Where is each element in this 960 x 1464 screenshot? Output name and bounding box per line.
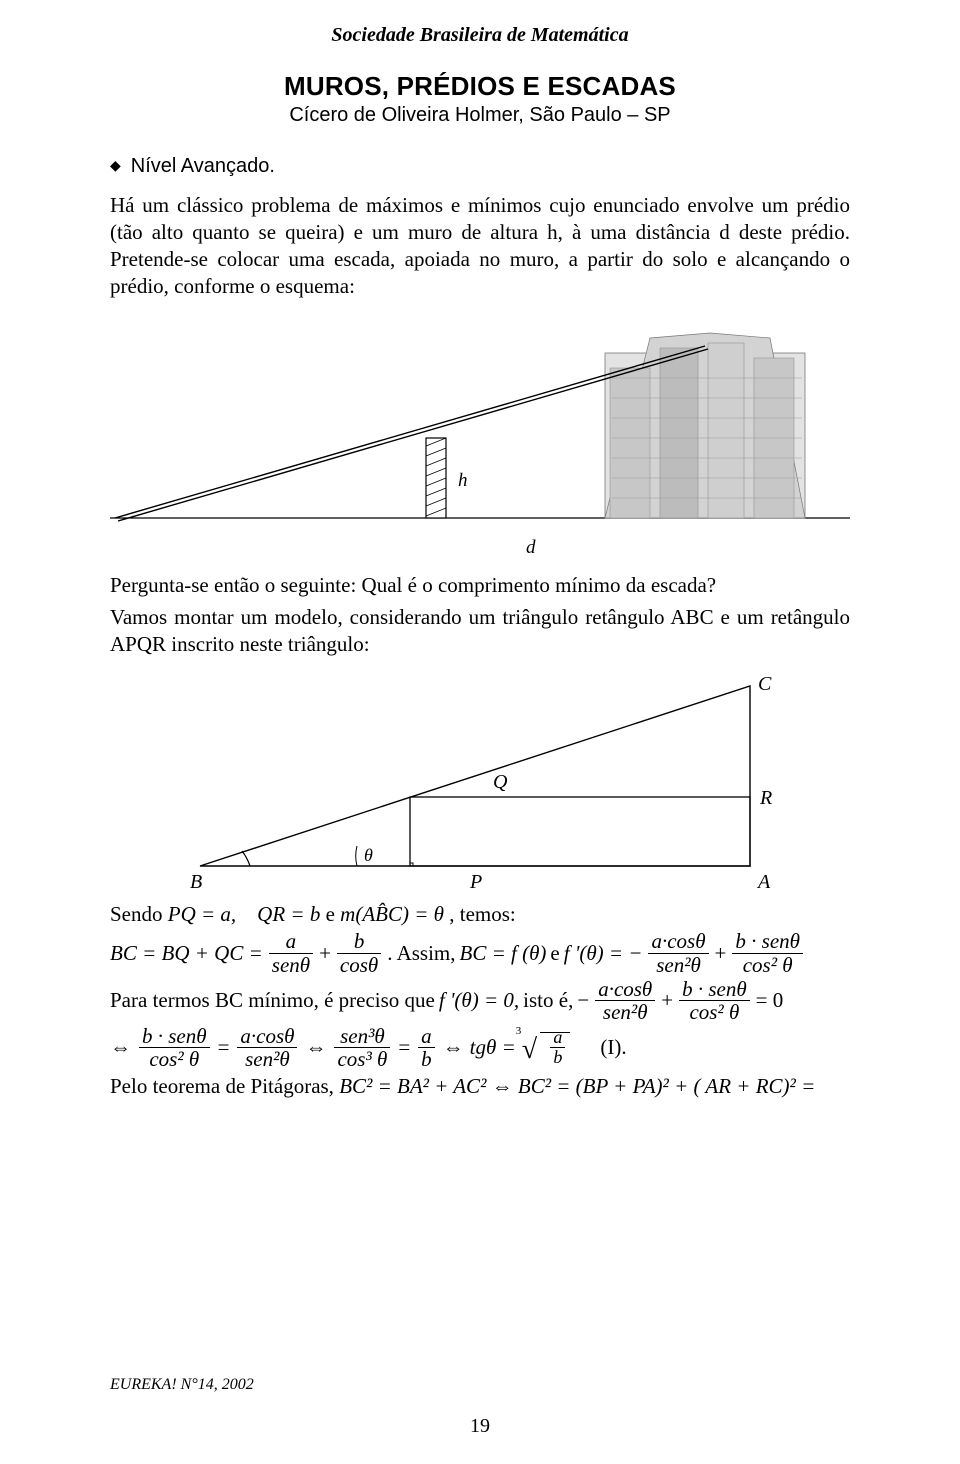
frac-acos-sen2: a·cosθ sen²θ bbox=[648, 930, 708, 975]
diagram-triangle-svg: B P A Q R C θ bbox=[110, 666, 850, 896]
eq-tg: tgθ = bbox=[470, 1033, 516, 1061]
eq-zero: = 0 bbox=[756, 986, 784, 1014]
ref-I: (I). bbox=[600, 1033, 626, 1061]
op-iff-2: ⇔ bbox=[305, 1033, 326, 1061]
footer-note: EUREKA! N°14, 2002 bbox=[110, 1376, 254, 1394]
text-pitagoras: Pelo teorema de Pitágoras, bbox=[110, 1074, 339, 1098]
level-row: ◆ Nível Avançado. bbox=[110, 155, 850, 178]
label-C: C bbox=[758, 673, 772, 695]
text-isto-e: isto é, bbox=[523, 986, 573, 1014]
society-header: Sociedade Brasileira de Matemática bbox=[110, 24, 850, 47]
diamond-icon: ◆ bbox=[110, 158, 121, 175]
frac-acos-sen2-b: a·cosθ sen²θ bbox=[595, 978, 655, 1023]
frac-acos-sen2-c: a·cosθ sen²θ bbox=[237, 1025, 297, 1070]
label-P: P bbox=[469, 871, 482, 893]
eq-bc-f: BC = f (θ) bbox=[460, 939, 547, 967]
paragraph-question: Pergunta-se então o seguinte: Qual é o c… bbox=[110, 572, 850, 599]
label-A: A bbox=[756, 871, 771, 893]
label-theta: θ bbox=[364, 845, 373, 865]
frac-a-b: a b bbox=[418, 1025, 435, 1070]
cbrt-a-over-b: 3 √ a b bbox=[522, 1028, 571, 1067]
frac-bsen-cos2: b · senθ cos² θ bbox=[732, 930, 803, 975]
eq-fprime: f '(θ) = − bbox=[564, 939, 643, 967]
eq-mabc: m(AB̂C) = θ bbox=[340, 902, 444, 926]
line-pitagoras: Pelo teorema de Pitágoras, BC² = BA² + A… bbox=[110, 1072, 850, 1100]
diagram-triangle: B P A Q R C θ bbox=[110, 666, 850, 896]
op-eq-2: = bbox=[398, 1033, 410, 1061]
eq-qr: QR = b bbox=[257, 902, 320, 926]
label-d: d bbox=[526, 537, 536, 558]
line-para-termos: Para termos BC mínimo, é preciso que f '… bbox=[110, 978, 850, 1023]
text-e2: e bbox=[550, 939, 559, 967]
frac-b-cos: b cosθ bbox=[337, 930, 381, 975]
label-B: B bbox=[190, 871, 202, 893]
eq-pq: PQ = a, bbox=[168, 902, 236, 926]
op-plus-3: + bbox=[661, 986, 673, 1014]
op-plus-1: + bbox=[319, 939, 331, 967]
op-iff-1: ⇔ bbox=[110, 1033, 131, 1061]
text-assim: . Assim, bbox=[387, 939, 455, 967]
text-temos: , temos: bbox=[449, 902, 516, 926]
frac-a-sen: a senθ bbox=[269, 930, 313, 975]
eq-fprime-zero: f '(θ) = 0, bbox=[439, 986, 519, 1014]
op-minus: − bbox=[577, 986, 589, 1014]
text-e1: e bbox=[326, 902, 341, 926]
line-iff-chain: ⇔ b · senθ cos² θ = a·cosθ sen²θ ⇔ sen³θ… bbox=[110, 1025, 850, 1070]
paragraph-model: Vamos montar um modelo, considerando um … bbox=[110, 604, 850, 658]
label-Q: Q bbox=[493, 771, 508, 793]
op-iff-3: ⇔ bbox=[443, 1033, 464, 1061]
text-para-termos: Para termos BC mínimo, é preciso que bbox=[110, 986, 435, 1014]
label-h: h bbox=[458, 470, 468, 491]
level-label: Nível Avançado. bbox=[131, 155, 275, 177]
page-number: 19 bbox=[0, 1415, 960, 1438]
eq-bc-left: BC = BQ + QC = bbox=[110, 939, 263, 967]
label-R: R bbox=[759, 787, 772, 809]
diagram-ladder-svg: h d bbox=[110, 308, 850, 568]
text-sendo: Sendo bbox=[110, 902, 168, 926]
frac-bsen-cos2-b: b · senθ cos² θ bbox=[679, 978, 750, 1023]
line-sendo: Sendo PQ = a, QR = b e m(AB̂C) = θ , tem… bbox=[110, 900, 850, 928]
diagram-ladder: h d bbox=[110, 308, 850, 568]
article-title: MUROS, PRÉDIOS E ESCADAS bbox=[110, 71, 850, 102]
paragraph-intro: Há um clássico problema de máximos e mín… bbox=[110, 192, 850, 300]
op-eq-1: = bbox=[218, 1033, 230, 1061]
line-bc: BC = BQ + QC = a senθ + b cosθ . Assim, … bbox=[110, 930, 850, 975]
frac-bsen-cos2-c: b · senθ cos² θ bbox=[139, 1025, 210, 1070]
frac-sen3-cos3: sen³θ cos³ θ bbox=[334, 1025, 390, 1070]
eq-bc2: BC² = BA² + AC² ⇔ BC² = (BP + PA)² + ( A… bbox=[339, 1074, 815, 1098]
op-plus-2: + bbox=[715, 939, 727, 967]
article-author: Cícero de Oliveira Holmer, São Paulo – S… bbox=[110, 104, 850, 127]
